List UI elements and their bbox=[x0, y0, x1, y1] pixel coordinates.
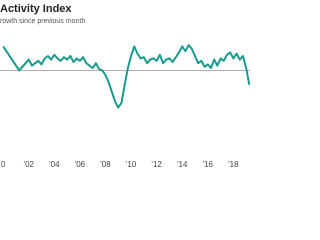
x-tick-label: '14 bbox=[177, 160, 188, 169]
x-tick-label: '16 bbox=[203, 160, 214, 169]
page: {"chart_data": {"type": "line", "title":… bbox=[0, 2, 251, 170]
x-tick-label: '04 bbox=[49, 160, 60, 169]
x-tick-label: '18 bbox=[228, 160, 239, 169]
x-tick-label: 0 bbox=[1, 160, 6, 169]
chart-title: Activity Index bbox=[0, 3, 72, 15]
x-tick-label: '08 bbox=[100, 160, 111, 169]
x-tick-label: '02 bbox=[24, 160, 35, 169]
data-line bbox=[2, 44, 251, 109]
chart: Activity Index rowth since previous mont… bbox=[0, 3, 251, 169]
x-tick-label: '10 bbox=[126, 160, 137, 169]
x-tick-label: '12 bbox=[151, 160, 162, 169]
x-tick-label: '06 bbox=[75, 160, 86, 169]
chart-subtitle: rowth since previous month bbox=[0, 18, 85, 25]
